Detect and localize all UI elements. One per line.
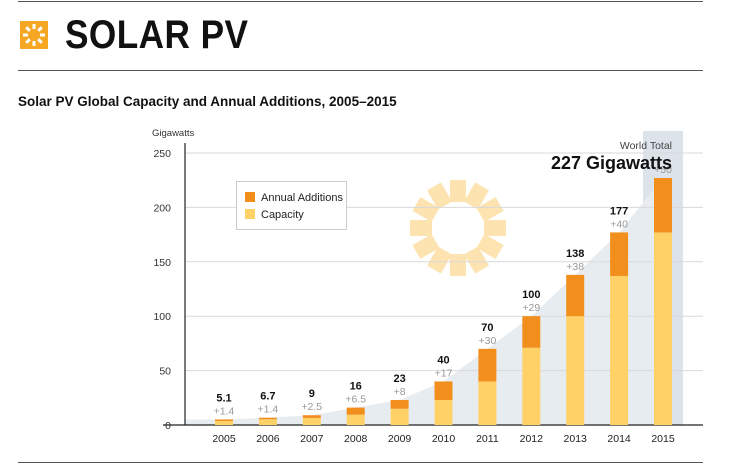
total-label: 9 xyxy=(309,388,315,400)
addition-label: +6.5 xyxy=(345,394,366,406)
sun-logo-icon xyxy=(20,21,48,49)
addition-label: +38 xyxy=(566,261,584,273)
addition-label: +40 xyxy=(610,218,628,230)
additions-bar xyxy=(258,417,277,420)
legend-swatch-capacity xyxy=(245,209,255,219)
additions-bar xyxy=(654,178,672,233)
additions-bar xyxy=(215,419,233,421)
addition-label: +8 xyxy=(394,386,406,398)
total-label: 6.7 xyxy=(260,391,275,403)
page-title: SOLAR PV xyxy=(65,13,249,57)
chart-title: Solar PV Global Capacity and Annual Addi… xyxy=(18,94,397,109)
addition-label: +30 xyxy=(478,335,496,347)
total-label: 100 xyxy=(522,289,540,301)
capacity-bar xyxy=(610,275,629,425)
world-total-value: 227 Gigawatts xyxy=(550,153,672,173)
addition-label: +29 xyxy=(522,302,540,314)
top-rule xyxy=(18,1,703,2)
x-tick-label: 2014 xyxy=(607,433,631,445)
additions-bar xyxy=(610,232,629,276)
sun-ray xyxy=(464,246,489,274)
legend-label-capacity: Capacity xyxy=(261,209,304,221)
total-label: 70 xyxy=(481,322,493,334)
legend-swatch-additions xyxy=(245,192,255,202)
sun-ray xyxy=(450,180,466,202)
sun-emblem-icon xyxy=(410,180,506,276)
bottom-rule xyxy=(18,462,703,463)
world-total-label: World Total xyxy=(619,140,672,152)
x-tick-label: 2010 xyxy=(432,433,456,445)
sun-ray xyxy=(410,220,432,236)
total-label: 177 xyxy=(610,205,628,217)
x-tick-label: 2015 xyxy=(651,433,675,445)
total-label: 23 xyxy=(393,373,405,385)
legend-item-additions: Annual Additions xyxy=(245,191,343,205)
capacity-bar xyxy=(478,381,497,425)
y-tick-label: 200 xyxy=(153,202,171,214)
sun-ray xyxy=(412,197,440,222)
y-tick-label: 150 xyxy=(153,257,171,269)
capacity-bar xyxy=(302,417,321,425)
additions-bar xyxy=(566,274,585,317)
additions-bar xyxy=(302,415,321,418)
capacity-bar xyxy=(566,316,585,425)
addition-label: +1.4 xyxy=(258,404,279,416)
x-tick-label: 2013 xyxy=(564,433,588,445)
capacity-bar xyxy=(346,414,365,425)
growth-area xyxy=(185,178,663,425)
capacity-bar xyxy=(654,232,672,425)
x-tick-label: 2011 xyxy=(476,433,499,445)
total-label: 138 xyxy=(566,248,584,260)
y-tick-label: 0 xyxy=(165,420,171,432)
capacity-bar xyxy=(434,399,453,425)
sun-ray xyxy=(427,246,452,274)
addition-label: +2.5 xyxy=(301,401,322,413)
x-tick-label: 2008 xyxy=(344,433,368,445)
sun-ray xyxy=(412,234,440,259)
y-tick-label: 50 xyxy=(159,366,171,378)
sun-ray xyxy=(476,234,504,259)
legend-label-additions: Annual Additions xyxy=(261,192,343,204)
legend-item-capacity: Capacity xyxy=(245,208,304,222)
capacity-bar xyxy=(215,420,233,425)
capacity-bar xyxy=(258,419,277,425)
chart-legend: Annual Additions Capacity xyxy=(236,181,347,230)
total-label: 5.1 xyxy=(216,392,231,404)
header-divider xyxy=(18,70,703,71)
sun-ray xyxy=(476,197,504,222)
y-axis-label: Gigawatts xyxy=(152,128,194,139)
total-label: 40 xyxy=(437,354,449,366)
capacity-bar xyxy=(522,347,541,425)
additions-bar xyxy=(434,381,453,400)
additions-bar xyxy=(346,407,365,415)
sun-ray xyxy=(484,220,506,236)
x-tick-label: 2007 xyxy=(300,433,324,445)
x-tick-label: 2009 xyxy=(388,433,412,445)
y-tick-label: 100 xyxy=(153,311,171,323)
x-tick-label: 2006 xyxy=(256,433,280,445)
additions-bar xyxy=(478,348,497,382)
additions-bar xyxy=(522,316,541,348)
additions-bar xyxy=(390,399,409,409)
sun-ray xyxy=(427,182,452,210)
addition-label: +17 xyxy=(435,367,453,379)
x-tick-label: 2005 xyxy=(212,433,236,445)
sun-ray xyxy=(464,182,489,210)
capacity-bar xyxy=(390,408,409,425)
addition-label: +1.4 xyxy=(214,405,235,417)
sun-ray xyxy=(450,254,466,276)
total-label: 16 xyxy=(350,381,362,393)
y-tick-label: 250 xyxy=(153,148,171,160)
x-tick-label: 2012 xyxy=(520,433,544,445)
addition-label: +50 xyxy=(654,164,672,176)
